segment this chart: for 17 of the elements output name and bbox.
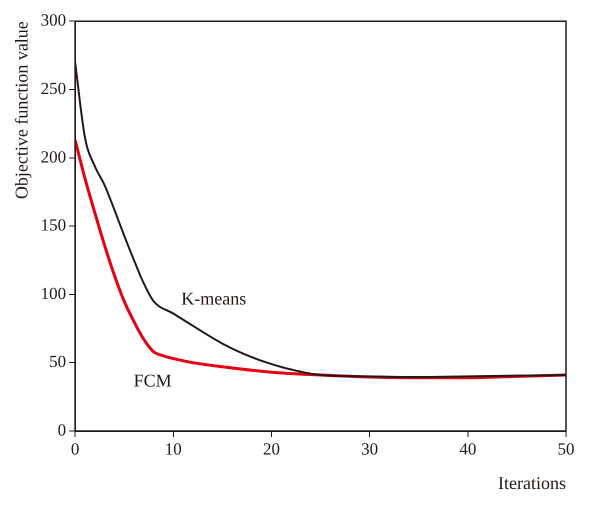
y-tick-label: 100: [40, 284, 66, 303]
x-tick-label: 20: [262, 440, 280, 459]
y-tick-label: 150: [40, 216, 66, 235]
y-tick-label: 50: [49, 352, 66, 372]
x-tick-label: 0: [70, 440, 80, 459]
y-axis-title: Objective function value: [12, 21, 32, 200]
x-axis-title: Iterations: [498, 472, 566, 493]
y-tick-label: 250: [40, 78, 66, 98]
y-tick-label: 0: [58, 420, 66, 440]
x-tick-label: 10: [164, 440, 182, 459]
series-label: K-means: [181, 288, 246, 308]
y-tick-label: 200: [40, 147, 66, 166]
x-tick-label: 50: [558, 440, 574, 459]
series-label: FCM: [134, 370, 172, 391]
x-tick-label: 30: [361, 440, 378, 459]
x-tick-label: 40: [459, 440, 476, 459]
y-tick-label: 300: [40, 10, 66, 30]
